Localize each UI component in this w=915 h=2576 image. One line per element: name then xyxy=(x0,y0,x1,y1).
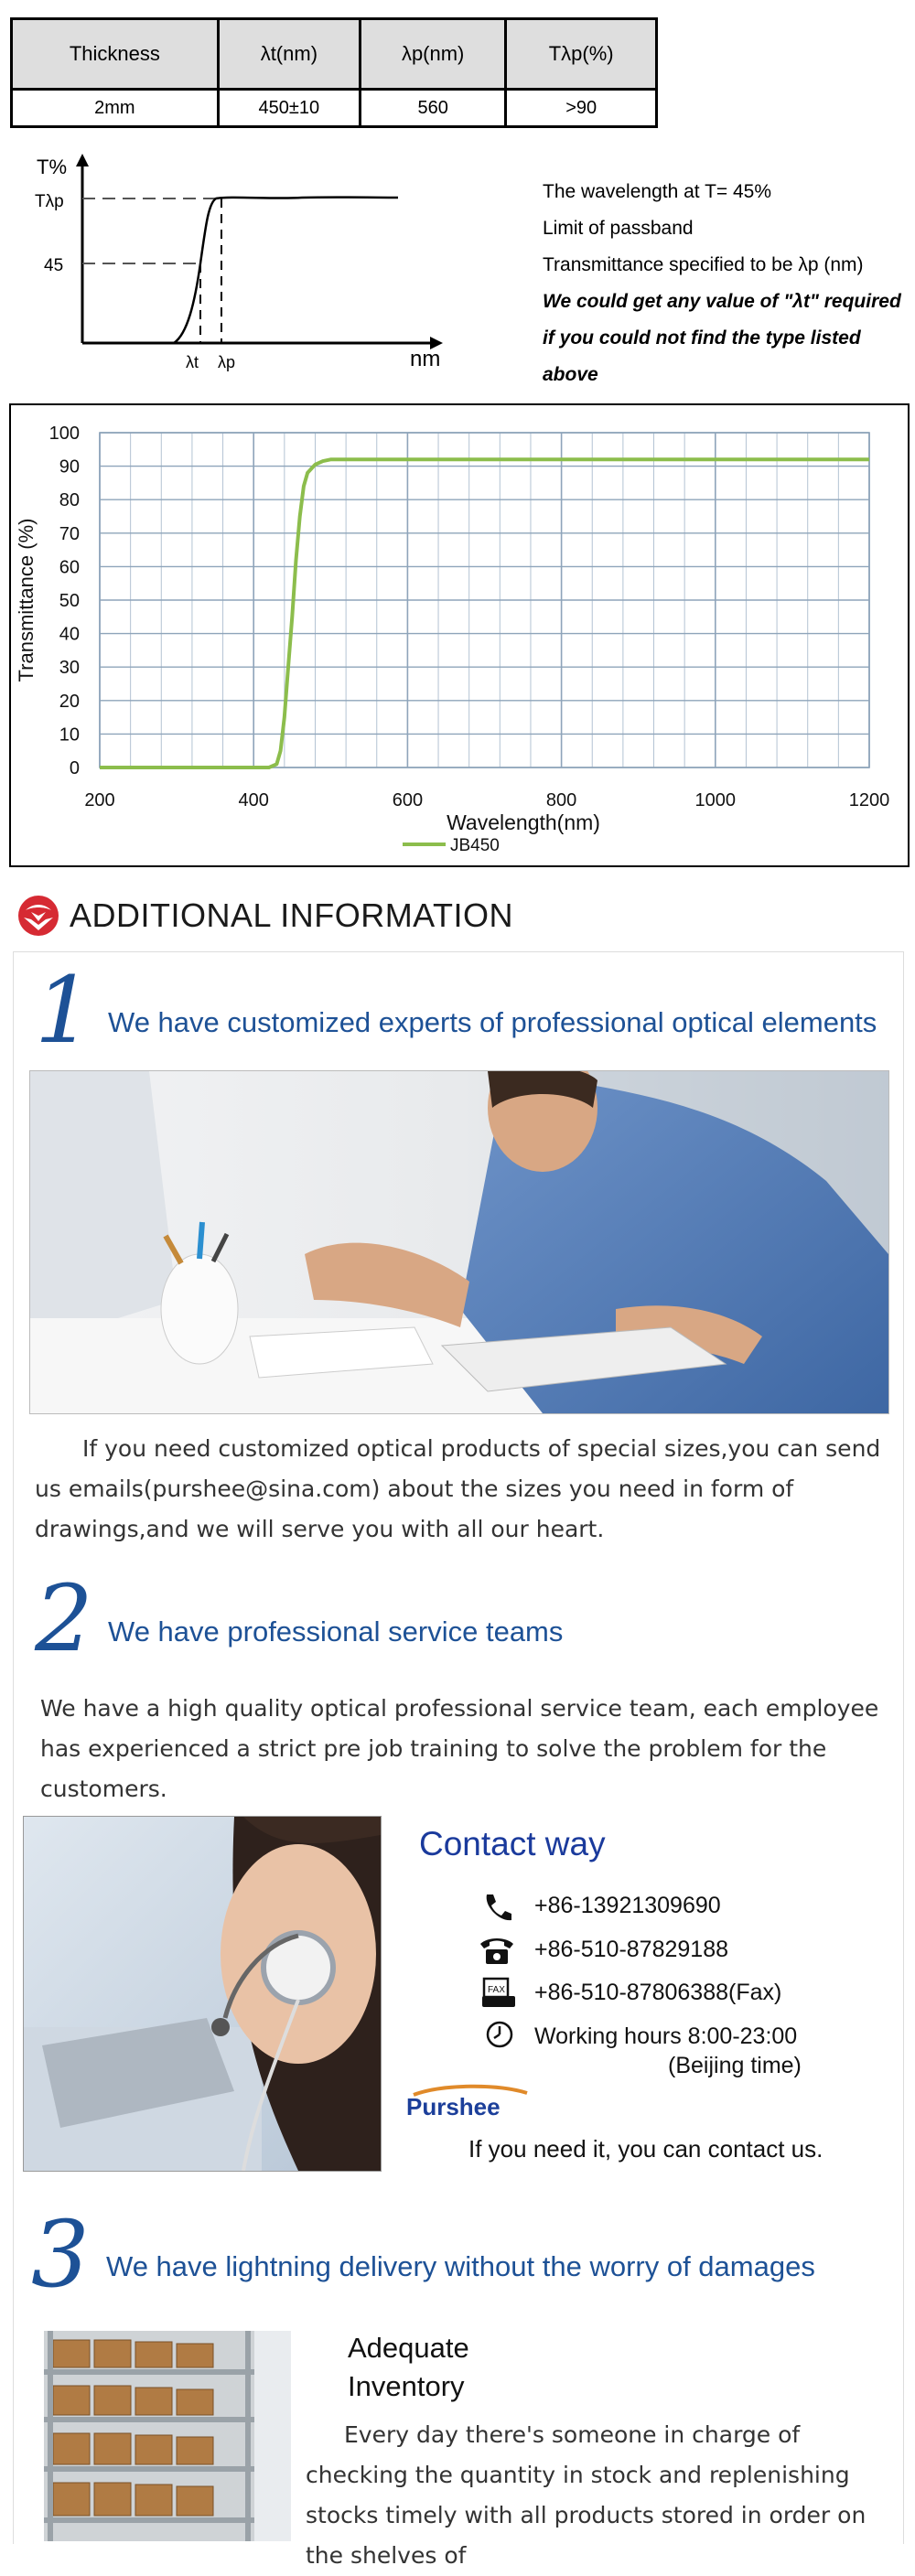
schematic-diagram: T% Tλp 45 λt λp nm xyxy=(35,154,443,371)
office-scene-illustration xyxy=(30,1071,888,1413)
telephone-icon xyxy=(480,1938,513,1964)
inventory-title-line1: Adequate xyxy=(348,2332,469,2364)
contact-hours: Working hours 8:00-23:00 xyxy=(534,2023,798,2049)
note-transmittance: Transmittance specified to be λp (nm) xyxy=(543,254,864,275)
additional-info-title: ADDITIONAL INFORMATION xyxy=(70,896,514,934)
phone-icon xyxy=(486,1894,511,1921)
y-tick-label: 70 xyxy=(59,524,80,544)
svg-text:FAX: FAX xyxy=(488,1985,505,1995)
note-wavelength: The wavelength at T= 45% xyxy=(543,181,772,202)
brand-name: Purshee xyxy=(406,2093,501,2120)
schematic-y-label: T% xyxy=(37,156,67,178)
cell-lambda-p: 560 xyxy=(358,88,508,128)
additional-panel xyxy=(13,951,904,2544)
contact-phone: +86-13921309690 xyxy=(534,1893,721,1918)
brand-logo-icon xyxy=(18,896,59,936)
fax-icon: FAX xyxy=(482,1977,515,2007)
transmittance-chart: 0 10 20 30 40 50 60 70 80 90 100 200 400 600 800 1000 12… xyxy=(15,424,890,855)
x-axis-label: Wavelength(nm) xyxy=(447,810,600,834)
section2-number: 2 xyxy=(35,1565,93,1672)
clock-icon xyxy=(486,2021,513,2048)
note-italic-1: We could get any value of "λt" required xyxy=(543,291,901,312)
chart-frame: 0 10 20 30 40 50 60 70 80 90 100 200 400 600 800 1000 12… xyxy=(9,403,910,867)
cell-t-lambda-p: >90 xyxy=(504,88,658,128)
section2-heading: We have professional service teams xyxy=(108,1615,564,1648)
warehouse-photo xyxy=(44,2331,291,2541)
schematic-tick-tlp: Tλp xyxy=(35,192,64,211)
schematic-tick-lt: λt xyxy=(186,353,199,371)
y-tick-label: 90 xyxy=(59,457,80,478)
inventory-title-line2: Inventory xyxy=(348,2370,465,2402)
purshee-logo: Purshee xyxy=(406,2084,534,2121)
header-lambda-t: λt(nm) xyxy=(216,17,362,91)
y-tick-label: 80 xyxy=(59,490,80,510)
y-tick-label: 30 xyxy=(59,658,80,678)
logo-swoosh-icon xyxy=(413,2084,528,2097)
inventory-title: Adequate Inventory xyxy=(348,2329,469,2406)
contact-title: Contact way xyxy=(419,1825,606,1862)
contact-tel: +86-510-87829188 xyxy=(534,1937,728,1962)
header-t-lambda-p: Tλp(%) xyxy=(504,17,658,91)
section3-heading: We have lightning delivery without the w… xyxy=(106,2250,815,2282)
x-tick-label: 200 xyxy=(84,790,114,810)
cell-lambda-t: 450±10 xyxy=(216,88,362,128)
cell-thickness: 2mm xyxy=(10,88,220,128)
y-tick-label: 0 xyxy=(70,758,80,778)
support-agent-illustration xyxy=(24,1817,381,2171)
schematic-notes: The wavelength at T= 45% Limit of passba… xyxy=(543,174,915,393)
note-passband: Limit of passband xyxy=(543,218,694,239)
y-tick-label: 50 xyxy=(59,591,80,611)
x-tick-label: 1200 xyxy=(849,790,890,810)
y-tick-label: 60 xyxy=(59,557,80,577)
y-axis-label: Transmittance (%) xyxy=(15,519,38,682)
contact-closing: If you need it, you can contact us. xyxy=(468,2135,824,2163)
schematic-x-unit: nm xyxy=(410,347,440,371)
series-line-jb450 xyxy=(100,457,869,769)
spec-table: Thickness λt(nm) λp(nm) Tλp(%) 2mm 450±1… xyxy=(10,17,658,128)
x-tick-label: 1000 xyxy=(695,790,737,810)
section3-number: 3 xyxy=(31,2201,90,2308)
x-tick-label: 600 xyxy=(393,790,423,810)
plot-area-border xyxy=(99,432,870,768)
schematic-tick-45: 45 xyxy=(44,256,63,275)
legend-label: JB450 xyxy=(450,836,500,855)
office-photo xyxy=(29,1070,889,1414)
y-tick-label: 10 xyxy=(59,724,80,745)
y-tick-label: 100 xyxy=(49,424,80,444)
schematic-tick-lp: λp xyxy=(218,353,235,371)
warehouse-shelves-illustration xyxy=(44,2331,291,2541)
section2-paragraph: We have a high quality optical professio… xyxy=(40,1695,879,1802)
section3-paragraph: Every day there's someone in charge of c… xyxy=(306,2421,867,2569)
contact-fax: +86-510-87806388(Fax) xyxy=(534,1980,782,2005)
y-tick-label: 40 xyxy=(59,625,80,645)
x-tick-label: 800 xyxy=(546,790,576,810)
section1-number: 1 xyxy=(35,957,93,1064)
header-lambda-p: λp(nm) xyxy=(358,17,508,91)
y-tick-label: 20 xyxy=(59,692,80,712)
support-photo xyxy=(23,1816,382,2172)
x-tick-label: 400 xyxy=(239,790,269,810)
section1-heading: We have customized experts of profession… xyxy=(108,1006,877,1038)
section1-paragraph: If you need customized optical products … xyxy=(35,1435,881,1542)
contact-hours-note: (Beijing time) xyxy=(668,2053,802,2078)
note-italic-2: if you could not find the type listed ab… xyxy=(543,327,861,385)
header-thickness: Thickness xyxy=(10,17,220,91)
